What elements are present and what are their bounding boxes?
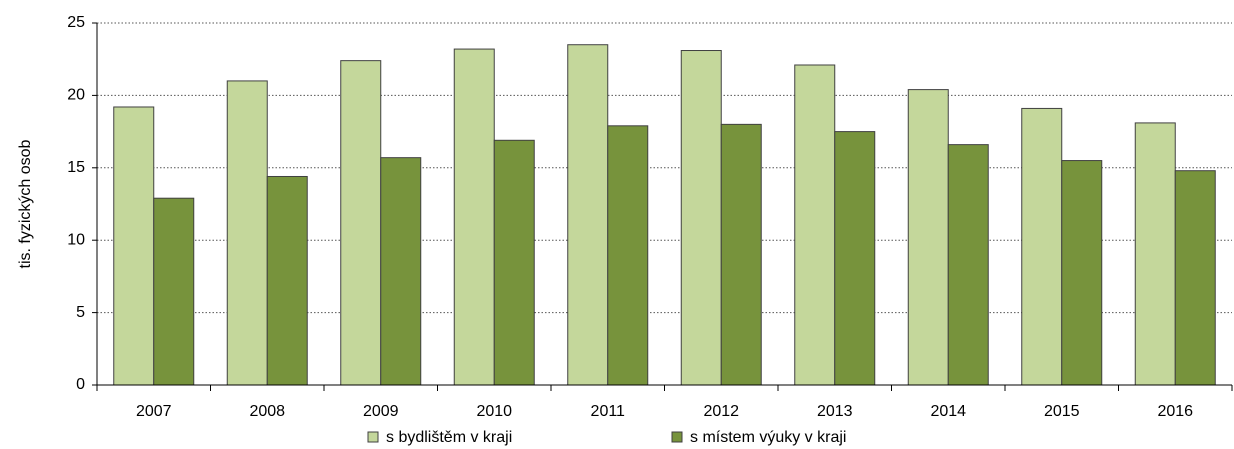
x-tick-label: 2015	[1044, 403, 1080, 420]
x-tick-label: 2007	[136, 403, 172, 420]
x-tick-label: 2012	[703, 403, 739, 420]
bar	[607, 125, 649, 386]
y-axis-label: tis. fyzických osob	[17, 139, 34, 268]
bar	[680, 50, 722, 386]
legend-label: s bydlištěm v kraji	[386, 429, 512, 446]
x-tick-label: 2011	[591, 403, 626, 420]
bar	[226, 80, 268, 386]
x-tick-label: 2009	[363, 403, 399, 420]
bar	[453, 48, 495, 386]
bar	[113, 106, 155, 386]
bar	[1174, 170, 1216, 386]
x-tick-label: 2008	[249, 403, 285, 420]
bar	[493, 139, 535, 386]
bar	[947, 144, 989, 386]
bar	[1061, 160, 1103, 386]
bar	[794, 64, 836, 386]
bar	[380, 157, 422, 386]
y-tick-label: 25	[67, 14, 85, 31]
bar	[567, 44, 609, 386]
y-tick-label: 0	[76, 376, 85, 393]
bar	[720, 123, 762, 386]
legend-label: s místem výuky v kraji	[690, 429, 846, 446]
legend-swatch	[671, 431, 683, 443]
x-tick-label: 2010	[476, 403, 512, 420]
y-tick-label: 10	[67, 231, 85, 248]
bar	[1134, 122, 1176, 386]
bar	[340, 60, 382, 386]
bar	[153, 197, 195, 386]
x-tick-label: 2016	[1157, 403, 1193, 420]
y-tick-label: 15	[67, 159, 85, 176]
bar	[1021, 107, 1063, 386]
x-tick-label: 2014	[930, 403, 966, 420]
legend-swatch	[367, 431, 379, 443]
bar	[834, 131, 876, 386]
bar	[266, 175, 308, 386]
y-tick-label: 5	[76, 304, 85, 321]
x-tick-label: 2013	[817, 403, 853, 420]
bar	[907, 89, 949, 386]
y-tick-label: 20	[67, 87, 85, 104]
